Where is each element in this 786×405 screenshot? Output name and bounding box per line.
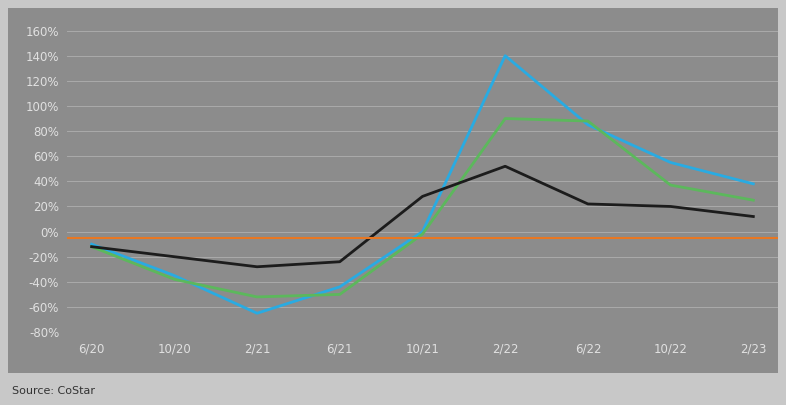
Midscale and economy — [418, 194, 428, 199]
Luxury and upper upscale — [666, 160, 675, 165]
Text: Source: CoStar: Source: CoStar — [12, 386, 95, 396]
Upscale and upper midscale — [170, 277, 179, 282]
Luxury and upper upscale — [335, 284, 344, 289]
Midscale and economy — [501, 164, 510, 169]
Upscale and upper midscale — [87, 244, 97, 249]
Luxury and upper upscale — [418, 229, 428, 234]
Luxury and upper upscale — [583, 122, 593, 127]
Midscale and economy — [335, 259, 344, 264]
Upscale and upper midscale — [252, 294, 262, 299]
Line: Midscale and economy: Midscale and economy — [92, 166, 753, 267]
Midscale and economy — [748, 214, 758, 219]
Midscale and economy — [666, 204, 675, 209]
Midscale and economy — [87, 244, 97, 249]
Luxury and upper upscale — [748, 181, 758, 186]
Upscale and upper midscale — [666, 183, 675, 188]
Midscale and economy — [583, 202, 593, 207]
Luxury and upper upscale — [501, 53, 510, 58]
Upscale and upper midscale — [335, 292, 344, 297]
Line: Luxury and upper upscale: Luxury and upper upscale — [92, 56, 753, 313]
Line: Upscale and upper midscale: Upscale and upper midscale — [92, 119, 753, 297]
Upscale and upper midscale — [501, 116, 510, 121]
Midscale and economy — [252, 264, 262, 269]
Luxury and upper upscale — [252, 311, 262, 315]
Upscale and upper midscale — [748, 198, 758, 202]
Upscale and upper midscale — [418, 232, 428, 237]
Midscale and economy — [170, 254, 179, 259]
Upscale and upper midscale — [583, 119, 593, 124]
Luxury and upper upscale — [87, 242, 97, 247]
Luxury and upper upscale — [170, 273, 179, 278]
